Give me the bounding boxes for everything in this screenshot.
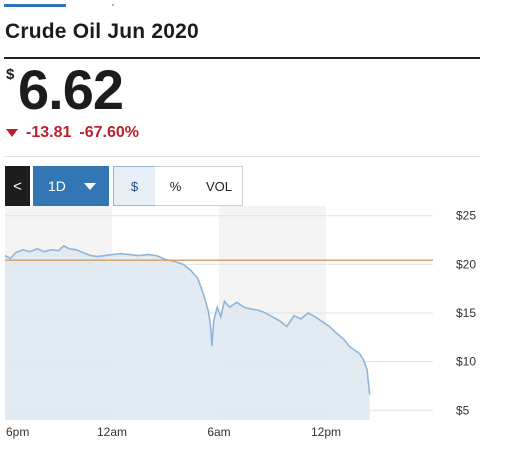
back-button[interactable]: <	[5, 166, 30, 206]
y-tick-label: $20	[456, 257, 476, 271]
caret-down-icon	[84, 183, 96, 190]
x-tick-label: 6am	[207, 425, 230, 439]
x-tick-label: 12am	[97, 425, 127, 439]
price-line	[4, 244, 371, 395]
price-change-percent: -67.60%	[79, 124, 139, 141]
x-tick-label: 6pm	[6, 425, 29, 439]
price-change: -13.81	[26, 124, 72, 141]
chevron-left-icon: <	[13, 177, 22, 195]
range-dropdown[interactable]: 1D	[33, 166, 109, 206]
section-divider	[4, 156, 480, 157]
price-area-fill	[5, 245, 370, 420]
shaded-column	[5, 206, 112, 420]
range-label: 1D	[48, 178, 66, 194]
x-tick-label: 12pm	[311, 425, 341, 439]
down-arrow-icon	[6, 129, 18, 137]
decorative-dot	[112, 4, 114, 6]
price-change-row: -13.81 -67.60%	[6, 124, 139, 142]
page-title: Crude Oil Jun 2020	[5, 20, 199, 43]
shaded-column	[219, 206, 326, 420]
mode-volume-button[interactable]: VOL	[196, 166, 243, 206]
y-tick-label: $10	[456, 355, 476, 369]
top-accent-bar	[4, 4, 66, 7]
y-tick-label: $25	[456, 209, 476, 223]
mode-price-button[interactable]: $	[113, 166, 156, 206]
last-price: 6.62	[18, 58, 124, 121]
mode-percent-button[interactable]: %	[155, 166, 197, 206]
y-tick-label: $5	[456, 403, 470, 417]
currency-symbol: $	[6, 66, 15, 83]
title-divider	[4, 57, 480, 59]
y-tick-label: $15	[456, 306, 476, 320]
